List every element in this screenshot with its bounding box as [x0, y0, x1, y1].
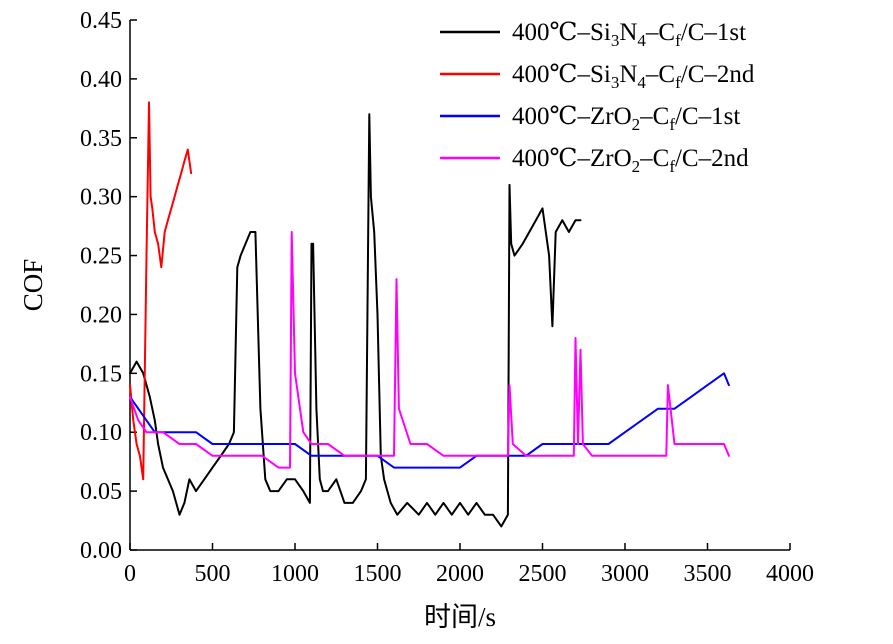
legend-subscript: 4 — [637, 31, 646, 50]
series-layer — [129, 101, 730, 528]
legend-subscript: 3 — [611, 31, 620, 50]
legend-subscript: f — [675, 73, 681, 92]
y-tick-label: 0.25 — [80, 244, 122, 270]
x-axis-title: 时间/s — [424, 602, 496, 632]
x-ticks: 0 500 1000 1500 2000 2500 3000 3500 4000 — [124, 543, 814, 587]
y-tick-label: 0.10 — [80, 420, 122, 446]
legend: 400℃–Si3N4–Cf/C–1st400℃–Si3N4–Cf/C–2nd40… — [440, 19, 755, 176]
axes — [129, 20, 790, 551]
legend-text-part: 400℃–Si — [512, 61, 611, 88]
x-tick-label: 1000 — [271, 561, 319, 587]
y-ticks: 0.00 0.05 0.10 0.15 0.20 0.25 0.30 0.35 0.40 0.45 — [80, 8, 137, 564]
legend-label-1: 400℃–Si3N4–Cf/C–1st — [512, 19, 746, 50]
y-tick-label: 0.45 — [80, 8, 122, 34]
x-tick-label: 3000 — [601, 561, 649, 587]
x-tick-label: 500 — [195, 561, 231, 587]
legend-subscript: 2 — [632, 157, 641, 176]
legend-text-part: –C — [645, 61, 675, 88]
y-tick-label: 0.15 — [80, 361, 122, 387]
x-tick-label: 1500 — [354, 561, 402, 587]
y-tick-label: 0.40 — [80, 67, 122, 93]
legend-subscript: 2 — [632, 115, 641, 134]
x-tick-label: 2500 — [519, 561, 567, 587]
y-tick-label: 0.05 — [80, 479, 122, 505]
y-tick-label: 0.30 — [80, 185, 122, 211]
x-tick-label: 2000 — [436, 561, 484, 587]
series-line-2 — [129, 101, 193, 481]
series-line-3 — [129, 372, 730, 469]
y-tick-label: 0.00 — [80, 538, 122, 564]
legend-subscript: f — [669, 115, 675, 134]
legend-text-part: –C — [645, 19, 675, 46]
y-tick-label: 0.35 — [80, 126, 122, 152]
legend-text-part: 400℃–Si — [512, 19, 611, 46]
legend-text-part: –C — [639, 145, 669, 172]
legend-text-part: N — [619, 19, 637, 46]
legend-text-part: N — [619, 61, 637, 88]
y-axis-title: COF — [18, 259, 48, 312]
x-tick-label: 4000 — [766, 561, 814, 587]
legend-text-part: 400℃–ZrO — [512, 103, 632, 130]
legend-text-part: /C–2nd — [681, 61, 755, 88]
legend-label-3: 400℃–ZrO2–Cf/C–1st — [512, 103, 740, 134]
legend-text-part: /C–2nd — [675, 145, 749, 172]
legend-label-2: 400℃–Si3N4–Cf/C–2nd — [512, 61, 755, 92]
y-tick-label: 0.20 — [80, 302, 122, 328]
legend-subscript: 4 — [637, 73, 646, 92]
legend-subscript: f — [675, 31, 681, 50]
legend-label-4: 400℃–ZrO2–Cf/C–2nd — [512, 145, 749, 176]
legend-subscript: 3 — [611, 73, 620, 92]
series-line-4 — [129, 231, 730, 469]
series-line-1 — [129, 113, 582, 528]
legend-text-part: /C–1st — [681, 19, 746, 46]
x-tick-label: 0 — [124, 561, 136, 587]
legend-subscript: f — [669, 157, 675, 176]
legend-text-part: 400℃–ZrO — [512, 145, 632, 172]
legend-text-part: /C–1st — [675, 103, 740, 130]
legend-text-part: –C — [639, 103, 669, 130]
x-tick-label: 3500 — [684, 561, 732, 587]
